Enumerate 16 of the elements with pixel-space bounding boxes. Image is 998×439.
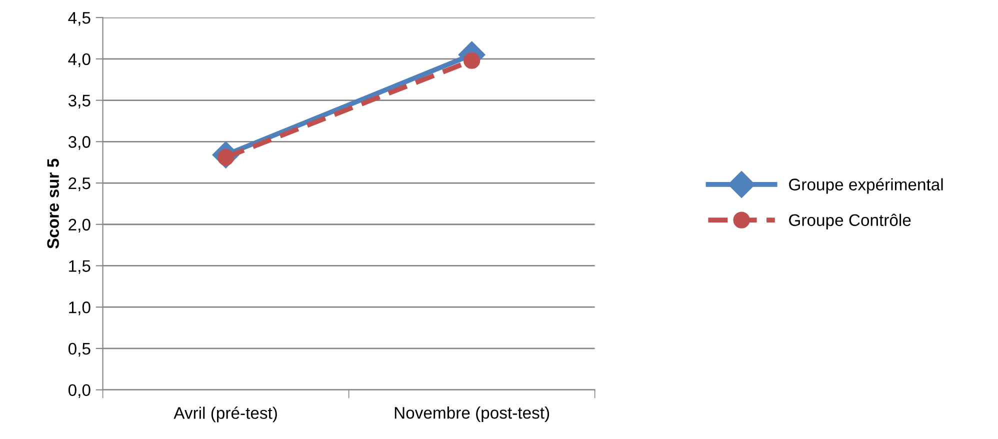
- y-tick-label: 2,0: [68, 218, 90, 233]
- y-tick-label: 2,5: [68, 177, 90, 192]
- y-tick-label: 3,0: [68, 136, 90, 150]
- y-tick-label: 1,5: [69, 260, 90, 274]
- point: [463, 52, 480, 69]
- y-axis-title: Score sur 5: [47, 158, 59, 249]
- legend-label: Groupe expérimental: [789, 178, 943, 194]
- y-tick-label: 4,5: [68, 12, 90, 26]
- y-tick-label: 4,0: [68, 53, 90, 68]
- y-tick-label: 1,0: [69, 302, 90, 316]
- legend-label: Groupe Contrôle: [789, 214, 911, 230]
- x-tick-label: Novembre (post-test): [394, 406, 550, 422]
- x-tick-label: Avril (pré-test): [174, 406, 277, 422]
- y-tick-label: 3,5: [68, 94, 90, 108]
- y-tick-label: 0,0: [68, 384, 90, 398]
- y-tick-label: 0,5: [68, 342, 90, 357]
